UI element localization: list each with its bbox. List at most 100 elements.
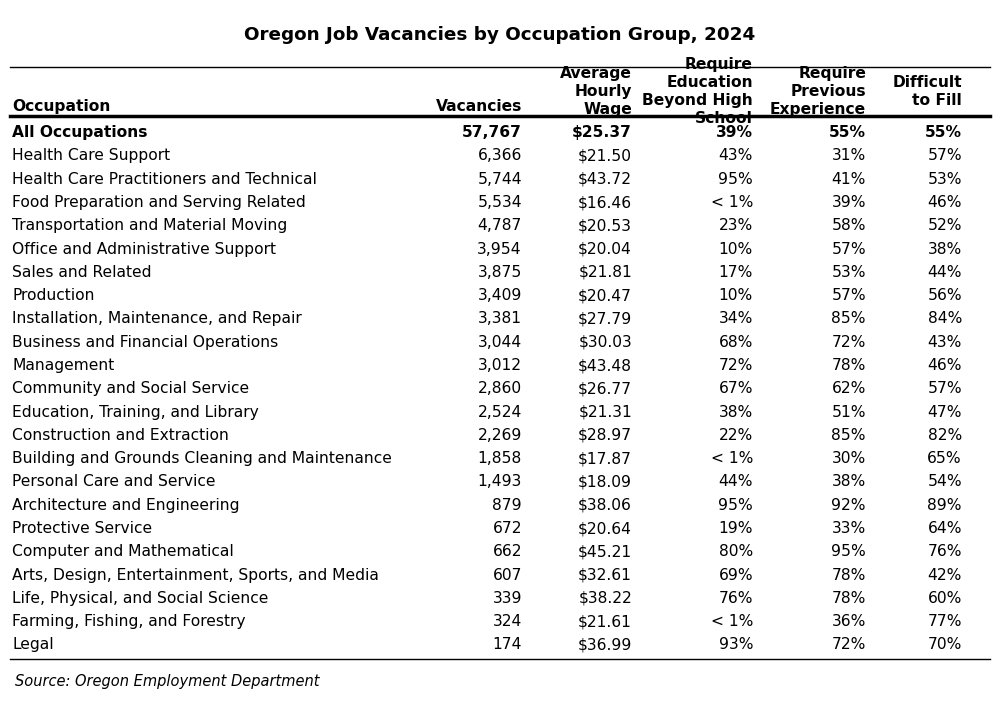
Text: 10%: 10% [719, 241, 753, 256]
Text: 84%: 84% [928, 311, 962, 326]
Text: $45.21: $45.21 [578, 544, 632, 559]
Text: 1,858: 1,858 [478, 451, 522, 466]
Text: 57%: 57% [927, 382, 962, 396]
Text: 39%: 39% [832, 195, 866, 210]
Text: 2,269: 2,269 [478, 428, 522, 443]
Text: $17.87: $17.87 [578, 451, 632, 466]
Text: 2,524: 2,524 [478, 405, 522, 420]
Text: 95%: 95% [831, 544, 866, 559]
Text: 95%: 95% [718, 172, 753, 187]
Text: 1,493: 1,493 [478, 475, 522, 490]
Text: Transportation and Material Moving: Transportation and Material Moving [12, 218, 287, 233]
Text: 57%: 57% [831, 241, 866, 256]
Text: 17%: 17% [719, 265, 753, 280]
Text: 76%: 76% [928, 544, 962, 559]
Text: Health Care Support: Health Care Support [12, 148, 170, 163]
Text: 3,381: 3,381 [478, 311, 522, 326]
Text: Management: Management [12, 358, 114, 373]
Text: 68%: 68% [719, 334, 753, 349]
Text: Architecture and Engineering: Architecture and Engineering [12, 498, 240, 513]
Text: 78%: 78% [832, 358, 866, 373]
Text: $16.46: $16.46 [578, 195, 632, 210]
Text: 62%: 62% [832, 382, 866, 396]
Text: 10%: 10% [719, 288, 753, 303]
Text: 3,409: 3,409 [478, 288, 522, 303]
Text: 57%: 57% [831, 288, 866, 303]
Text: 19%: 19% [718, 521, 753, 536]
Text: 57%: 57% [927, 148, 962, 163]
Text: 95%: 95% [718, 498, 753, 513]
Text: 78%: 78% [832, 591, 866, 606]
Text: 41%: 41% [832, 172, 866, 187]
Text: $28.97: $28.97 [578, 428, 632, 443]
Text: 23%: 23% [719, 218, 753, 233]
Text: 43%: 43% [719, 148, 753, 163]
Text: Computer and Mathematical: Computer and Mathematical [12, 544, 234, 559]
Text: 53%: 53% [928, 172, 962, 187]
Text: 57,767: 57,767 [462, 125, 522, 140]
Text: Life, Physical, and Social Science: Life, Physical, and Social Science [12, 591, 268, 606]
Text: 3,012: 3,012 [478, 358, 522, 373]
Text: Sales and Related: Sales and Related [12, 265, 152, 280]
Text: 72%: 72% [719, 358, 753, 373]
Text: 5,744: 5,744 [477, 172, 522, 187]
Text: Personal Care and Service: Personal Care and Service [12, 475, 216, 490]
Text: $32.61: $32.61 [578, 568, 632, 583]
Text: 38%: 38% [928, 241, 962, 256]
Text: $26.77: $26.77 [578, 382, 632, 396]
Text: Education, Training, and Library: Education, Training, and Library [12, 405, 259, 420]
Text: 44%: 44% [718, 475, 753, 490]
Text: Source: Oregon Employment Department: Source: Oregon Employment Department [15, 674, 320, 689]
Text: $43.48: $43.48 [578, 358, 632, 373]
Text: < 1%: < 1% [711, 614, 753, 629]
Text: 52%: 52% [928, 218, 962, 233]
Text: $18.09: $18.09 [578, 475, 632, 490]
Text: Require
Education
Beyond High
School: Require Education Beyond High School [642, 57, 753, 126]
Text: 33%: 33% [832, 521, 866, 536]
Text: 60%: 60% [928, 591, 962, 606]
Text: Installation, Maintenance, and Repair: Installation, Maintenance, and Repair [12, 311, 302, 326]
Text: $21.81: $21.81 [578, 265, 632, 280]
Text: 64%: 64% [928, 521, 962, 536]
Text: 70%: 70% [928, 637, 962, 652]
Text: Office and Administrative Support: Office and Administrative Support [12, 241, 276, 256]
Text: Occupation: Occupation [12, 99, 110, 114]
Text: Oregon Job Vacancies by Occupation Group, 2024: Oregon Job Vacancies by Occupation Group… [244, 26, 756, 44]
Text: 80%: 80% [719, 544, 753, 559]
Text: 77%: 77% [928, 614, 962, 629]
Text: Construction and Extraction: Construction and Extraction [12, 428, 229, 443]
Text: 324: 324 [493, 614, 522, 629]
Text: $21.50: $21.50 [578, 148, 632, 163]
Text: 69%: 69% [718, 568, 753, 583]
Text: $43.72: $43.72 [578, 172, 632, 187]
Text: 93%: 93% [718, 637, 753, 652]
Text: 89%: 89% [928, 498, 962, 513]
Text: 2,860: 2,860 [478, 382, 522, 396]
Text: 339: 339 [492, 591, 522, 606]
Text: 3,044: 3,044 [478, 334, 522, 349]
Text: 34%: 34% [719, 311, 753, 326]
Text: Health Care Practitioners and Technical: Health Care Practitioners and Technical [12, 172, 317, 187]
Text: 174: 174 [492, 637, 522, 652]
Text: Vacancies: Vacancies [436, 99, 522, 114]
Text: 3,875: 3,875 [478, 265, 522, 280]
Text: 47%: 47% [928, 405, 962, 420]
Text: 22%: 22% [719, 428, 753, 443]
Text: Legal: Legal [12, 637, 54, 652]
Text: 65%: 65% [927, 451, 962, 466]
Text: 6,366: 6,366 [478, 148, 522, 163]
Text: 51%: 51% [832, 405, 866, 420]
Text: 76%: 76% [718, 591, 753, 606]
Text: 607: 607 [492, 568, 522, 583]
Text: Food Preparation and Serving Related: Food Preparation and Serving Related [12, 195, 306, 210]
Text: All Occupations: All Occupations [12, 125, 148, 140]
Text: 44%: 44% [928, 265, 962, 280]
Text: Production: Production [12, 288, 94, 303]
Text: 662: 662 [492, 544, 522, 559]
Text: 5,534: 5,534 [477, 195, 522, 210]
Text: 85%: 85% [832, 428, 866, 443]
Text: 42%: 42% [928, 568, 962, 583]
Text: 67%: 67% [718, 382, 753, 396]
Text: Arts, Design, Entertainment, Sports, and Media: Arts, Design, Entertainment, Sports, and… [12, 568, 379, 583]
Text: 72%: 72% [832, 637, 866, 652]
